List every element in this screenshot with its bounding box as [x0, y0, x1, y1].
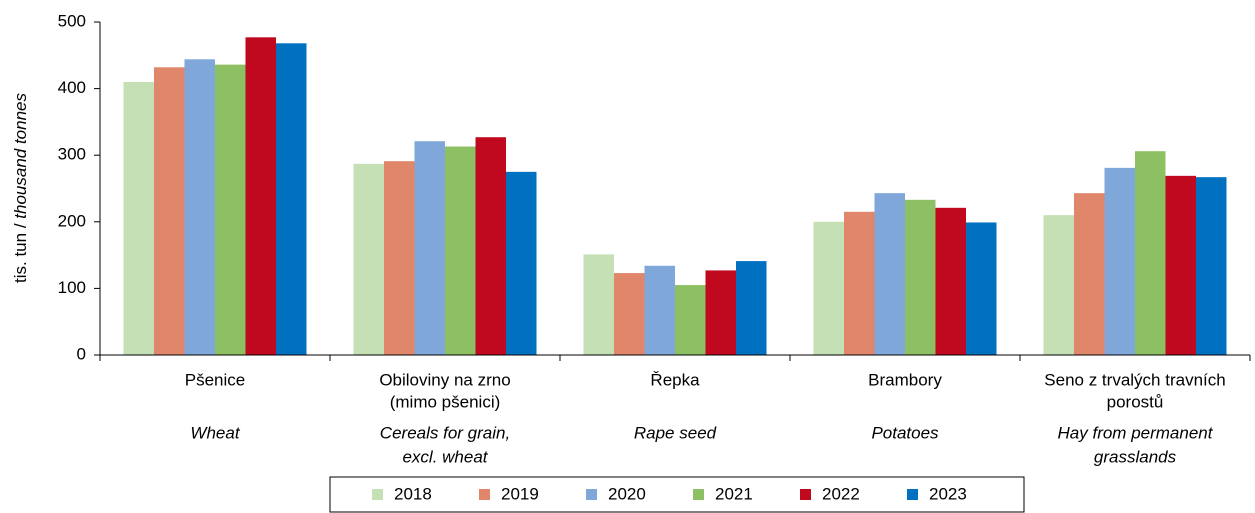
- y-label-en: thousand tonnes: [11, 93, 30, 219]
- x-tick-label: porostů: [1107, 392, 1164, 411]
- bar: [184, 59, 215, 356]
- bar: [384, 161, 415, 355]
- legend-swatch: [479, 489, 490, 500]
- x-tick-label-en: grasslands: [1094, 447, 1177, 466]
- bar: [1196, 177, 1227, 355]
- bar: [583, 254, 614, 355]
- y-tick-label: 100: [58, 278, 86, 297]
- bar: [935, 207, 966, 355]
- legend-label: 2019: [501, 484, 539, 503]
- bar: [905, 199, 936, 355]
- bar: [1165, 175, 1196, 355]
- legend-label: 2018: [394, 484, 432, 503]
- bar: [844, 211, 875, 355]
- bar: [966, 222, 997, 355]
- bar: [874, 193, 905, 355]
- bar: [475, 137, 506, 355]
- legend-label: 2021: [715, 484, 753, 503]
- bar: [644, 265, 675, 355]
- bar: [123, 81, 154, 355]
- legend-label: 2022: [822, 484, 860, 503]
- bar: [445, 146, 476, 355]
- x-tick-label: Pšenice: [185, 370, 245, 389]
- x-tick-label-en: Wheat: [190, 423, 240, 442]
- y-tick-label: 0: [77, 344, 86, 363]
- bar: [276, 43, 307, 355]
- x-tick-label-en: excl. wheat: [402, 447, 488, 466]
- y-label-cz: tis. tun /: [11, 223, 30, 283]
- bar: [414, 141, 445, 355]
- bar: [813, 221, 844, 355]
- bar: [1074, 193, 1105, 355]
- bar: [736, 261, 767, 355]
- x-tick-label: (mimo pšenici): [390, 392, 501, 411]
- x-tick-label: Obiloviny na zrno: [379, 370, 510, 389]
- legend-swatch: [800, 489, 811, 500]
- x-tick-label-en: Cereals for grain,: [380, 423, 510, 442]
- y-tick-label: 400: [58, 78, 86, 97]
- bar: [245, 37, 276, 356]
- bar: [1104, 167, 1135, 355]
- legend-label: 2023: [929, 484, 967, 503]
- bar: [705, 270, 736, 355]
- x-tick-label-en: Rape seed: [634, 423, 717, 442]
- x-tick-label: Seno z trvalých travních: [1044, 370, 1225, 389]
- x-tick-label: Brambory: [868, 370, 942, 389]
- bar: [614, 273, 645, 355]
- y-tick-label: 200: [58, 211, 86, 230]
- y-tick-label: 300: [58, 145, 86, 164]
- legend-swatch: [693, 489, 704, 500]
- y-axis-label: tis. tun / thousand tonnes: [11, 93, 30, 283]
- legend-swatch: [907, 489, 918, 500]
- legend-swatch: [372, 489, 383, 500]
- legend-box: [329, 476, 1025, 513]
- legend-label: 2020: [608, 484, 646, 503]
- x-tick-label: Řepka: [650, 370, 700, 389]
- bar: [353, 163, 384, 355]
- x-tick-label-en: Potatoes: [871, 423, 939, 442]
- x-tick-label-en: Hay from permanent: [1058, 423, 1214, 442]
- bar: [506, 171, 537, 355]
- bar: [154, 67, 185, 356]
- y-tick-label: 500: [58, 11, 86, 30]
- bar: [675, 285, 706, 355]
- bar: [215, 64, 246, 356]
- bar: [1043, 215, 1074, 355]
- bar: [1135, 151, 1166, 355]
- legend-swatch: [586, 489, 597, 500]
